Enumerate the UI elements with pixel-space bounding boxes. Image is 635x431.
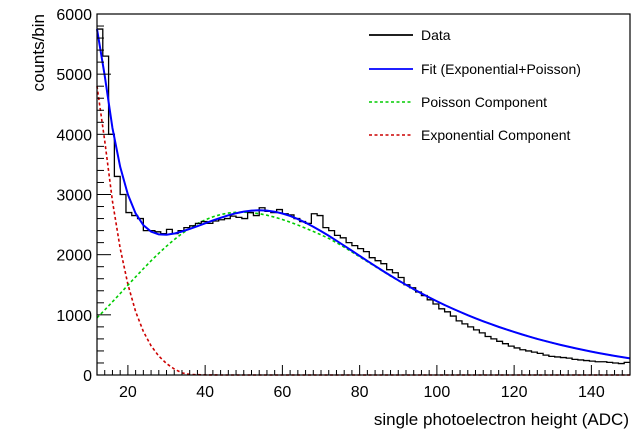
x-axis-label: single photoelectron height (ADC) [374,410,629,429]
x-tick-label: 20 [119,384,137,401]
x-tick-label: 60 [273,384,291,401]
series-data-histogram [97,28,630,365]
x-tick-label: 80 [351,384,369,401]
legend-label: Poisson Component [421,94,547,110]
series-fit [96,28,631,360]
x-tick-label: 120 [501,384,528,401]
y-tick-label: 0 [83,368,92,385]
y-tick-label: 2000 [56,248,92,265]
x-tick-label: 40 [196,384,214,401]
x-tick-label: 100 [424,384,451,401]
legend-label: Data [421,27,451,43]
y-axis: 0 1000 2000 3000 4000 5000 6000 [56,7,111,385]
y-tick-label: 5000 [56,67,92,84]
legend-label: Fit (Exponential+Poisson) [421,61,581,77]
y-axis-label: counts/bin [29,14,48,92]
y-tick-label: 1000 [56,308,92,325]
x-tick-label: 140 [578,384,605,401]
y-tick-label: 4000 [56,127,92,144]
y-tick-label: 3000 [56,188,92,205]
plot-series [96,28,631,376]
x-axis: 20 40 60 80 100 120 140 [96,365,631,401]
legend: Data Fit (Exponential+Poisson) Poisson Com… [369,27,581,143]
legend-label: Exponential Component [421,127,571,143]
y-tick-label: 6000 [56,7,92,24]
